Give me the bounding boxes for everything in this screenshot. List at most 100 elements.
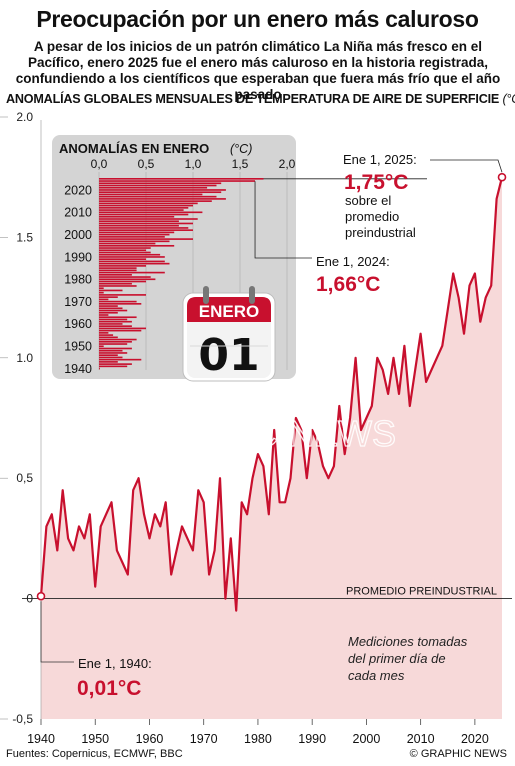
inset-bar [99,329,142,332]
inset-bar [99,298,109,301]
inset-bar [99,291,104,294]
inset-bar [99,231,175,234]
inset-bar [99,318,128,321]
annotation-2025-value: 1,75°C [344,171,408,194]
measurement-note-line: Mediciones tomadas [348,634,468,649]
y-tick-label: 0,5 [16,471,33,485]
inset-bar [99,265,146,267]
inset-bar [99,267,137,269]
inset-x-tick-label: 2,0 [279,157,296,171]
leader-2025 [430,159,503,173]
calendar-ring-left [203,286,209,304]
chart-title: Preocupación por un enero más caluroso [36,6,479,32]
inset-bar [99,262,170,265]
x-tick-label: 1960 [136,732,164,746]
inset-bar [99,269,137,272]
inset-y-tick-label: 1960 [64,317,92,331]
inset-bar [99,189,226,191]
inset-bar [99,343,128,345]
inset-bar [99,256,165,258]
inset-bar [99,340,132,343]
inset-bar [99,303,142,305]
inset-bar [99,334,114,336]
point-1940 [36,591,46,601]
inset-bar [99,309,128,312]
inset-bar [99,356,123,359]
inset-bar [99,213,189,216]
x-tick-label: 1990 [298,732,326,746]
inset-bar [99,258,146,260]
inset-bar [99,224,179,227]
inset-bar [99,300,137,303]
x-tick-label: 1970 [190,732,218,746]
main-axis-unit: (°C) [502,92,515,106]
inset-y-tick-label: 1950 [64,340,92,354]
leader-1940 [40,601,74,663]
inset-y-tick-label: 2020 [64,183,92,197]
inset-x-tick-label: 0,5 [138,157,155,171]
below-baseline-area [41,598,502,719]
inset-bar [99,320,132,323]
inset-bar [99,345,104,348]
inset-bar [99,209,184,211]
series-line-anomaly [39,176,504,612]
inset-bar [99,207,189,209]
inset-bar [99,182,222,185]
inset-bar [99,307,123,310]
calendar-ring-right [249,286,255,304]
inset-bar [99,311,118,314]
inset-bar [99,195,217,198]
inset-bar [99,240,170,243]
inset-bar [99,204,193,207]
x-tick-label: 2000 [353,732,381,746]
inset-bar [99,222,193,225]
main-axis-title: ANOMALÍAS GLOBALES MENSUALES DE TEMPERAT… [6,92,515,106]
inset-bar [99,323,123,325]
x-tick-label: 2020 [461,732,489,746]
calendar-day: 01 [198,330,259,381]
inset-bar [99,287,104,290]
inset-bar [99,238,193,240]
inset-bar [99,229,193,231]
inset-y-tick-label: 2010 [64,206,92,220]
inset-bar [99,336,118,339]
inset-bar [99,253,161,256]
inset-y-tick-label: 1970 [64,295,92,309]
annotation-2025-text: sobre el promedio preindustrial [345,193,416,240]
y-tick-label: 1.5 [16,230,33,244]
inset-bar [99,363,132,365]
inset-bar [99,251,151,254]
annotation-2025-text-line: promedio [345,209,399,224]
inset-bar [99,211,203,214]
inset-bar [99,274,132,276]
x-tick-label: 1980 [244,732,272,746]
y-tick-label: 2.0 [16,110,33,124]
inset-bar [99,178,264,180]
annotation-2024-value: 1,66°C [316,273,380,296]
inset-bar [99,289,123,292]
leader-2024 [254,181,312,259]
annotation-2025-text-line: sobre el [345,193,391,208]
inset-bar [99,349,123,352]
watermark-text: GRAPHIC NEWS [114,413,396,454]
point-2025 [497,172,507,182]
inset-bar [99,332,109,334]
inset-bar [99,236,165,238]
main-axis-title-text: ANOMALÍAS GLOBALES MENSUALES DE TEMPERAT… [6,92,500,106]
inset-bar [99,282,132,285]
inset-bar [99,233,170,236]
measurement-note: Mediciones tomadas del primer día de cada … [348,634,468,683]
x-tick-label: 1940 [27,732,55,746]
measurement-note-line: del primer día de [348,651,446,666]
inset-bar [99,316,137,319]
inset-x-tick-label: 1,5 [232,157,249,171]
measurement-note-line: cada mes [348,668,405,683]
inset-bar [99,193,203,196]
inset-y-tick-label: 1980 [64,273,92,287]
inset-bar [99,220,179,223]
inset-bar [99,227,189,229]
inset-bar [99,247,151,249]
calendar-icon: ENERO 01 [182,286,276,382]
inset-bar [99,367,100,370]
inset-bar [99,218,198,220]
